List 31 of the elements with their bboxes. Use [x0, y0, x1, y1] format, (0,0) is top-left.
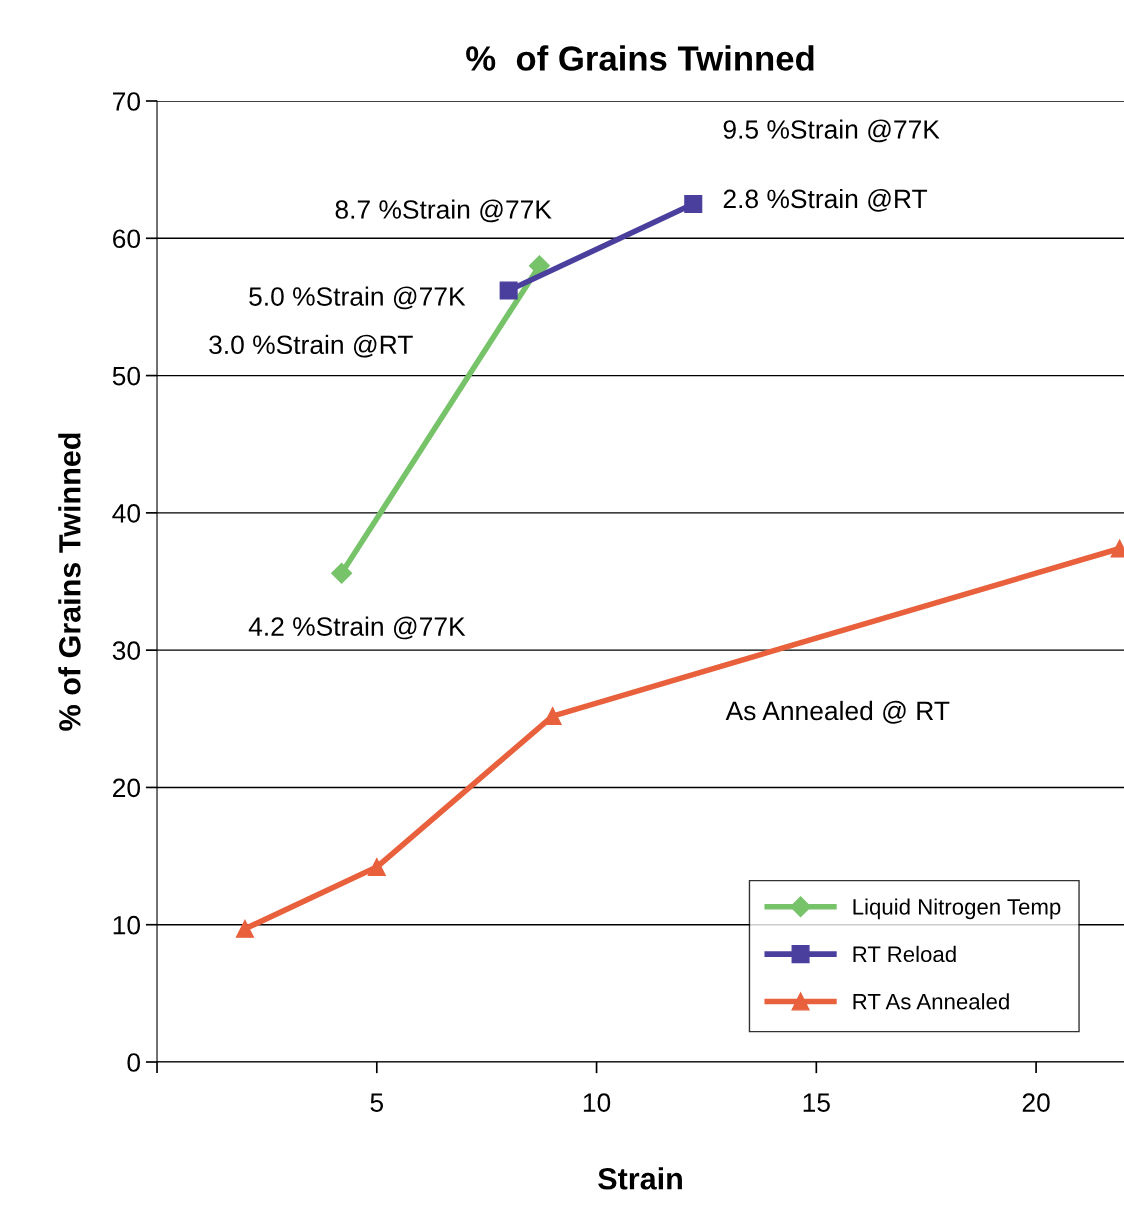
point: [528, 255, 550, 277]
annotation: 9.5 %Strain @77K: [723, 119, 940, 143]
legend-label: Liquid Nitrogen Temp: [853, 898, 1061, 920]
x-axis-title: Strain: [598, 1167, 682, 1190]
legend-label: RT As Annealed: [853, 993, 1009, 1010]
y-tick-label: 0: [127, 1053, 141, 1072]
x-tick-label: 15: [803, 1093, 830, 1112]
point: [331, 562, 353, 584]
y-tick-label: 40: [112, 504, 141, 523]
x-tick-label: 5: [370, 1093, 384, 1112]
annotation: 2.8 %Strain @RT: [723, 188, 928, 212]
y-tick-label: 50: [112, 366, 141, 386]
y-tick-label: 60: [113, 229, 141, 249]
point: [499, 281, 518, 300]
point: [367, 858, 386, 877]
annotation: 4.2 %Strain @77K: [248, 616, 466, 640]
x-tick-label: 20: [1022, 1093, 1050, 1112]
annotation: 3.0 %Strain @RT: [209, 334, 413, 358]
annotation: 5.0 %Strain @77K: [249, 286, 466, 310]
annotation: As Annealed @ RT: [725, 700, 950, 724]
point: [684, 194, 703, 213]
y-tick-label: 30: [112, 641, 141, 660]
y-tick-label: 70: [113, 92, 141, 111]
x-tick-label: 10: [583, 1093, 611, 1112]
y-tick-label: 20: [113, 778, 141, 798]
legend-label: RT Reload: [853, 945, 956, 963]
y-axis-title: % of Grains Twinned: [58, 433, 81, 731]
chart-title: % of Grains Twinned: [466, 45, 814, 71]
annotation: 8.7 %Strain @77K: [335, 199, 552, 223]
y-tick-label: 10: [113, 915, 141, 935]
point: [235, 919, 254, 938]
